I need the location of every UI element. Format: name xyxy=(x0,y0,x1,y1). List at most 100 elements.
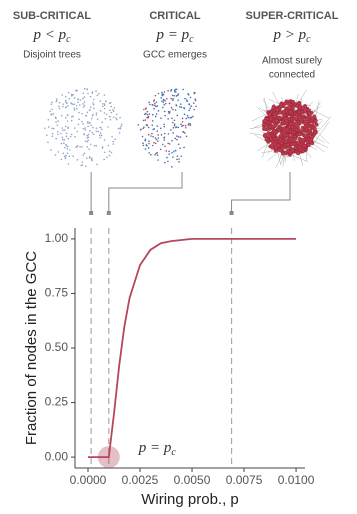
network-node xyxy=(174,109,177,111)
gcc-curve xyxy=(88,238,297,458)
network-node xyxy=(182,88,184,91)
network-node xyxy=(99,126,101,129)
network-node xyxy=(67,137,70,140)
network-node xyxy=(99,132,102,134)
network-node xyxy=(275,107,280,112)
network-node xyxy=(183,113,186,116)
network-node xyxy=(78,118,80,121)
network-node xyxy=(96,118,99,121)
network-node xyxy=(167,110,170,113)
x-tick-label: 0.0050 xyxy=(174,473,211,487)
network-node xyxy=(57,120,59,122)
network-node xyxy=(164,145,166,148)
network-node xyxy=(140,128,142,131)
network-node xyxy=(79,99,82,101)
network-node xyxy=(144,139,147,142)
network-node xyxy=(291,100,296,105)
network-node xyxy=(273,145,278,150)
network-node xyxy=(190,105,193,107)
network-node xyxy=(112,116,115,118)
network-node xyxy=(77,101,79,104)
network-node xyxy=(184,126,187,129)
network-node xyxy=(176,138,178,141)
network-node xyxy=(85,165,87,168)
network-node xyxy=(163,91,166,93)
network-node xyxy=(172,99,174,102)
network-node xyxy=(147,133,150,136)
network-node xyxy=(100,134,103,137)
network-node xyxy=(76,159,79,161)
network-node xyxy=(194,98,197,100)
network-node xyxy=(82,106,85,108)
network-node xyxy=(60,142,63,145)
network-node xyxy=(179,136,182,138)
network-node xyxy=(300,137,305,142)
network-node xyxy=(183,146,185,149)
network-node xyxy=(76,130,79,133)
network-node xyxy=(63,139,66,141)
network-node xyxy=(74,135,76,138)
subscript: c xyxy=(189,34,194,45)
network-node xyxy=(92,133,95,136)
network-node xyxy=(173,124,176,127)
network-node xyxy=(62,105,64,108)
network-node xyxy=(160,134,163,136)
network-node xyxy=(193,108,195,111)
network-node xyxy=(148,142,150,145)
network-node xyxy=(184,132,186,134)
network-node xyxy=(175,104,178,107)
network-node xyxy=(147,115,150,118)
network-node xyxy=(47,141,49,144)
network-node xyxy=(304,127,309,132)
network-node xyxy=(64,129,66,131)
network-node xyxy=(64,116,67,119)
network-node xyxy=(171,140,173,142)
network-node xyxy=(92,126,94,129)
network-node xyxy=(60,158,63,161)
network-node xyxy=(171,166,173,168)
network-node xyxy=(119,127,122,130)
network-node xyxy=(45,134,48,136)
network-node xyxy=(182,124,184,127)
network-node xyxy=(169,111,171,113)
network-node xyxy=(179,103,182,105)
relation: p > p xyxy=(272,27,306,43)
network-node xyxy=(151,124,154,127)
network-node xyxy=(163,123,165,126)
network-node xyxy=(168,150,170,153)
network-node xyxy=(307,111,312,116)
network-node xyxy=(189,116,192,119)
network-node xyxy=(62,152,65,155)
network-node xyxy=(143,108,145,111)
network-node xyxy=(302,144,307,149)
network-node xyxy=(151,144,154,147)
network-node xyxy=(60,114,63,117)
network-node xyxy=(51,108,53,111)
network-node xyxy=(160,117,162,119)
network-node xyxy=(112,143,115,145)
network-node xyxy=(187,116,190,119)
network-node xyxy=(61,127,64,129)
network-node xyxy=(150,135,152,137)
network-node xyxy=(65,99,67,102)
network-node xyxy=(72,115,74,118)
network-node xyxy=(86,140,89,143)
network-node xyxy=(282,128,287,133)
panel-relation: p < pc xyxy=(32,27,71,45)
network-node xyxy=(50,149,52,151)
network-node xyxy=(153,128,155,130)
network-node xyxy=(162,99,165,101)
network-node xyxy=(99,136,101,139)
network-node xyxy=(107,144,110,147)
network-node xyxy=(281,109,286,114)
network-node xyxy=(168,102,171,105)
network-node xyxy=(170,97,172,100)
network-node xyxy=(155,101,158,103)
network-node xyxy=(175,126,178,128)
network-node xyxy=(79,104,81,106)
network-node xyxy=(163,110,166,113)
network-node xyxy=(78,111,80,114)
network-node xyxy=(55,100,58,103)
network-node xyxy=(147,126,150,129)
network-node xyxy=(156,125,159,127)
